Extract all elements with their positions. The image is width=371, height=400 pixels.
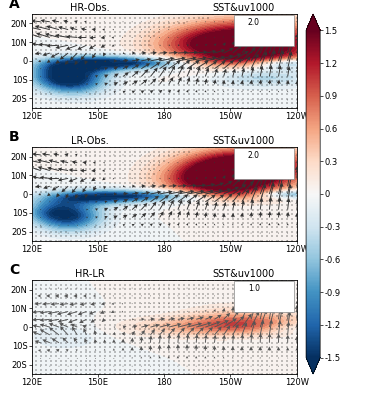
PathPatch shape bbox=[306, 14, 320, 30]
Text: LR-Obs.: LR-Obs. bbox=[71, 136, 109, 146]
Text: B: B bbox=[9, 130, 20, 144]
Text: 1.0: 1.0 bbox=[248, 284, 260, 294]
Text: HR-Obs.: HR-Obs. bbox=[70, 3, 110, 13]
Text: 2.0: 2.0 bbox=[248, 151, 260, 160]
Text: 2.0: 2.0 bbox=[248, 18, 260, 27]
Text: SST&uv1000: SST&uv1000 bbox=[213, 3, 275, 13]
Text: SST&uv1000: SST&uv1000 bbox=[213, 136, 275, 146]
PathPatch shape bbox=[306, 358, 320, 374]
FancyBboxPatch shape bbox=[234, 148, 294, 179]
FancyBboxPatch shape bbox=[234, 15, 294, 46]
Text: A: A bbox=[9, 0, 20, 11]
Text: SST&uv1000: SST&uv1000 bbox=[213, 269, 275, 279]
FancyBboxPatch shape bbox=[234, 281, 294, 312]
Text: HR-LR: HR-LR bbox=[75, 269, 105, 279]
Text: C: C bbox=[9, 264, 19, 278]
